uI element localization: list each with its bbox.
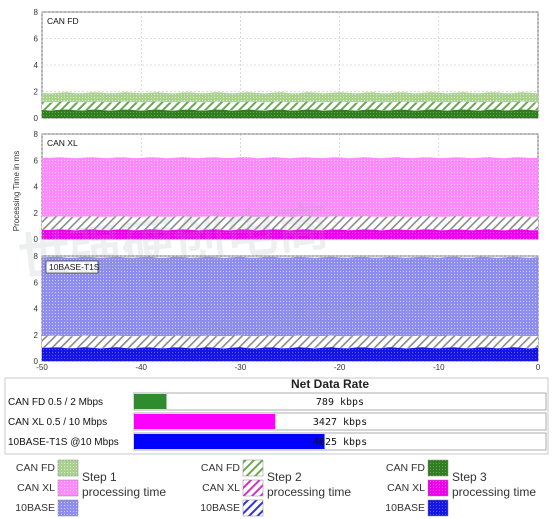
y-tick-label: 0 bbox=[34, 114, 39, 123]
legend-row-label: 10BASE bbox=[200, 502, 240, 514]
legend-swatch bbox=[427, 459, 449, 477]
legend-step-subtitle: processing time bbox=[452, 485, 536, 499]
legend-swatch bbox=[57, 459, 79, 477]
panel-1: 0 2 4 6 8 CAN FD bbox=[34, 8, 539, 123]
rate-bar bbox=[134, 414, 276, 429]
legend-row-label: CAN FD bbox=[201, 462, 241, 474]
rate-row-label: CAN XL 0.5 / 10 Mbps bbox=[8, 417, 107, 428]
band-step1 bbox=[42, 256, 538, 337]
rate-bar bbox=[134, 434, 325, 449]
legend-swatch bbox=[242, 499, 264, 517]
x-tick-label: -30 bbox=[235, 363, 247, 372]
legend-swatch bbox=[242, 459, 264, 477]
panel-2: 0 2 4 6 8 CAN XL bbox=[34, 130, 539, 244]
legend-swatch bbox=[427, 499, 449, 517]
y-tick-label: 0 bbox=[34, 357, 39, 366]
legend-swatch bbox=[57, 479, 79, 497]
rate-row-label: 10BASE-T1S @10 Mbps bbox=[8, 437, 119, 448]
y-tick-label: 8 bbox=[34, 8, 39, 17]
rate-value-label: 4625 kbps bbox=[313, 437, 367, 448]
y-tick-label: 6 bbox=[34, 35, 39, 44]
rate-value-label: 3427 kbps bbox=[313, 417, 367, 428]
x-tick-label: -50 bbox=[36, 363, 48, 372]
panel-title-box bbox=[45, 260, 99, 274]
legend-row-label: CAN XL bbox=[387, 482, 425, 494]
y-tick-label: 6 bbox=[34, 278, 39, 287]
x-tick-label: -40 bbox=[135, 363, 147, 372]
y-axis-label: Processing Time in ms bbox=[12, 151, 21, 231]
legend-step-subtitle: processing time bbox=[82, 485, 166, 499]
panel-title: CAN FD bbox=[47, 16, 79, 26]
y-tick-label: 4 bbox=[34, 305, 39, 314]
y-tick-label: 2 bbox=[34, 88, 39, 97]
time-panels: 0 2 4 6 8 CAN FD 0 2 4 6 8 CAN XL 0 2 4 6 8 10BASE-T1S bbox=[34, 8, 539, 366]
legend-step-title: Step 3 bbox=[452, 470, 487, 484]
panel-title: CAN XL bbox=[47, 138, 78, 148]
x-tick-label: 0 bbox=[536, 363, 541, 372]
legend-row-label: CAN FD bbox=[16, 462, 56, 474]
band-step1 bbox=[42, 92, 538, 103]
net-data-rate-chart: Net Data Rate CAN FD 0.5 / 2 Mbps 789 kbp… bbox=[4, 377, 549, 455]
band-step2 bbox=[42, 335, 538, 348]
rate-value-label: 789 kbps bbox=[316, 397, 364, 408]
band-step3 bbox=[42, 347, 538, 361]
legend-row-label: CAN XL bbox=[17, 482, 55, 494]
x-tick-label: -20 bbox=[334, 363, 346, 372]
band-step1 bbox=[42, 157, 538, 217]
y-tick-label: 2 bbox=[34, 331, 39, 340]
legend-row-label: 10BASE bbox=[15, 502, 55, 514]
rate-bar bbox=[134, 394, 167, 409]
legend-step-title: Step 1 bbox=[82, 470, 117, 484]
legend-row-label: CAN XL bbox=[202, 482, 240, 494]
y-tick-label: 8 bbox=[34, 130, 39, 139]
rate-row-label: CAN FD 0.5 / 2 Mbps bbox=[8, 397, 103, 408]
x-tick-label: -10 bbox=[433, 363, 445, 372]
band-step3 bbox=[42, 109, 538, 118]
panel-3: 0 2 4 6 8 10BASE-T1S bbox=[34, 252, 539, 366]
x-axis: -50 -40 -30 -20 -10 0 bbox=[36, 363, 541, 372]
legend-step-subtitle: processing time bbox=[267, 485, 351, 499]
net-data-rate-title: Net Data Rate bbox=[291, 377, 369, 391]
legend-swatch bbox=[57, 499, 79, 517]
legend-row-label: 10BASE bbox=[385, 502, 425, 514]
y-tick-label: 4 bbox=[34, 183, 39, 192]
panel-title: 10BASE-T1S bbox=[49, 262, 100, 272]
legend-swatch bbox=[427, 479, 449, 497]
y-tick-label: 0 bbox=[34, 235, 39, 244]
legend-swatch bbox=[242, 479, 264, 497]
y-tick-label: 8 bbox=[34, 252, 39, 261]
band-step2 bbox=[42, 101, 538, 111]
y-tick-label: 2 bbox=[34, 209, 39, 218]
legend-row-label: CAN FD bbox=[386, 462, 426, 474]
y-tick-label: 6 bbox=[34, 156, 39, 165]
legend-step-title: Step 2 bbox=[267, 470, 302, 484]
band-step2 bbox=[42, 216, 538, 230]
y-tick-label: 4 bbox=[34, 61, 39, 70]
band-step3 bbox=[42, 229, 538, 239]
